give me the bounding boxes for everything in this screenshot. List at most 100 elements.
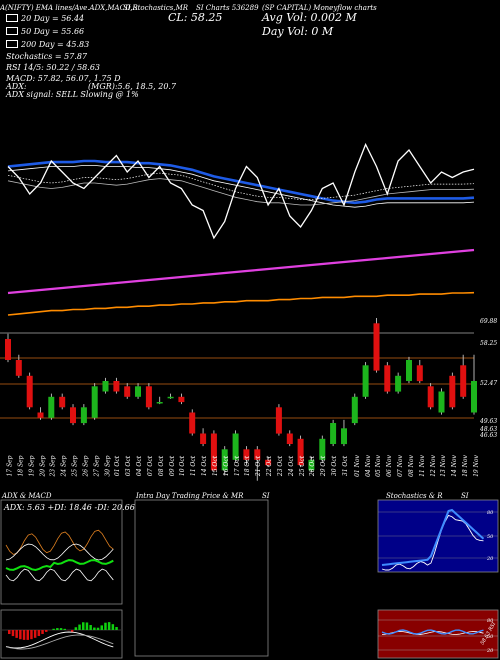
legend-200day-text: 200 Day = 45.83 <box>21 40 90 49</box>
macd-hist-bar <box>8 630 11 634</box>
candle-body <box>113 381 120 392</box>
candle-body <box>297 438 304 466</box>
adx-panel-frame <box>0 499 123 605</box>
candle-body <box>167 396 174 399</box>
macd-hist-bar <box>100 625 103 630</box>
ema20-line <box>7 178 475 206</box>
date-label: 11 Oct <box>190 455 198 477</box>
date-label: 29 Oct <box>320 455 328 477</box>
adx-panel-values: ADX: 5.63 +DI: 18.46 -DI: 20.66 <box>4 503 135 512</box>
ema50-line <box>7 159 475 205</box>
adx-signal: ADX signal: SELL Slowing @ 1% <box>6 90 139 99</box>
long-ema-line <box>7 248 475 295</box>
date-label: 05 Nov <box>375 455 383 477</box>
macd-line <box>5 631 114 649</box>
macd-hist-bar <box>26 630 29 640</box>
intraday-panel-frame <box>134 499 269 657</box>
header-chart-label: SI Charts 536289 <box>196 4 259 12</box>
macd-hist-bar <box>107 622 111 630</box>
macd-hist-bar <box>59 628 63 630</box>
date-label: 25 Sep <box>71 455 79 477</box>
date-label: 07 Oct <box>146 455 154 477</box>
candle-body <box>210 433 217 471</box>
legend-50day: 50 Day = 55.66 <box>6 27 84 36</box>
date-label: 22 Oct <box>266 455 274 477</box>
rsi-tick-label: 50 <box>487 634 494 640</box>
date-label: 14 Oct <box>201 455 209 477</box>
candle-body <box>124 386 131 397</box>
candle-body <box>91 386 98 418</box>
adx-minus-di-line <box>5 543 114 561</box>
date-label: 23 Oct <box>277 455 285 477</box>
candle-body <box>471 381 477 413</box>
date-label: 17 Sep <box>6 455 14 477</box>
candle-body <box>416 365 423 382</box>
date-label: 12 Nov <box>429 455 437 477</box>
date-label: 16 Oct <box>222 455 230 477</box>
stoch-panel-title: Stochastics & R <box>386 492 443 500</box>
adx-panel-title: ADX & MACD <box>2 492 52 500</box>
price-axis-label: 69.88 <box>480 318 498 325</box>
ema200-line <box>7 291 475 316</box>
candle-body <box>373 323 380 371</box>
candle-body <box>319 438 326 460</box>
legend-50day-text: 50 Day = 55.66 <box>21 27 85 36</box>
legend-20day-text: 20 Day = 56.44 <box>21 14 85 23</box>
candle-body <box>254 449 261 460</box>
candle-body <box>37 412 44 418</box>
date-label: 07 Nov <box>397 455 405 477</box>
candle-body <box>156 402 163 404</box>
date-label: 14 Nov <box>451 455 459 477</box>
date-label: 17 Oct <box>233 455 241 477</box>
date-label: 18 Nov <box>462 455 470 477</box>
price-axis-label: 48.63 <box>480 426 498 433</box>
macd-value: MACD: 57.82, 56.07, 1.75 D <box>6 74 121 83</box>
stoch-tick-label: 20 <box>486 556 494 562</box>
date-label: 15 Oct <box>212 455 220 477</box>
date-label: 11 Nov <box>418 455 426 477</box>
macd-hist-bar <box>111 624 115 630</box>
date-label: 23 Sep <box>49 455 57 477</box>
rsi-tick-label: 80 <box>487 618 494 624</box>
ema50-shadow-line <box>7 164 475 208</box>
legend-200day: 200 Day = 45.83 <box>6 40 89 49</box>
stoch-panel-si: SI <box>461 492 469 500</box>
candle-body <box>395 375 402 392</box>
price-axis-label: 49.63 <box>480 418 498 425</box>
macd-hist-bar <box>45 630 48 632</box>
macd-hist-bar <box>19 630 22 640</box>
candle-body <box>80 407 87 424</box>
candle-body <box>438 391 445 413</box>
candle-body <box>384 365 391 392</box>
macd-hist-bar <box>115 626 118 630</box>
candle-body <box>48 396 55 418</box>
adx-aux-line <box>5 568 114 582</box>
header-company: (SP CAPITAL) Moneyflow charts <box>262 4 377 12</box>
legend-20day-swatch <box>6 14 18 22</box>
candle-body <box>70 407 76 424</box>
close-label: CL: 58.25 <box>168 11 223 24</box>
candle-body <box>59 396 66 408</box>
date-label: 19 Sep <box>28 455 36 477</box>
candle-body <box>102 381 109 392</box>
candle-body <box>26 375 33 408</box>
macd-panel-frame <box>0 609 123 659</box>
adx-plus-di-line <box>5 529 114 555</box>
rsi-panel-bg <box>377 609 499 659</box>
macd-hist-bar <box>30 630 33 640</box>
candle-body <box>145 386 152 408</box>
candle-body <box>135 386 141 397</box>
ema20-dotted-line <box>7 172 475 200</box>
macd-signal-line <box>5 634 114 650</box>
candle-body <box>341 428 347 445</box>
date-label: 18 Oct <box>244 455 252 477</box>
candle-body <box>265 459 272 466</box>
date-label: 03 Oct <box>125 455 133 477</box>
candle-body <box>5 339 11 360</box>
candle-body <box>275 407 282 434</box>
avg-vol: Avg Vol: 0.002 M <box>262 11 357 24</box>
candle-body <box>232 433 239 460</box>
candle-body <box>15 360 22 376</box>
date-label: 08 Oct <box>157 455 165 477</box>
